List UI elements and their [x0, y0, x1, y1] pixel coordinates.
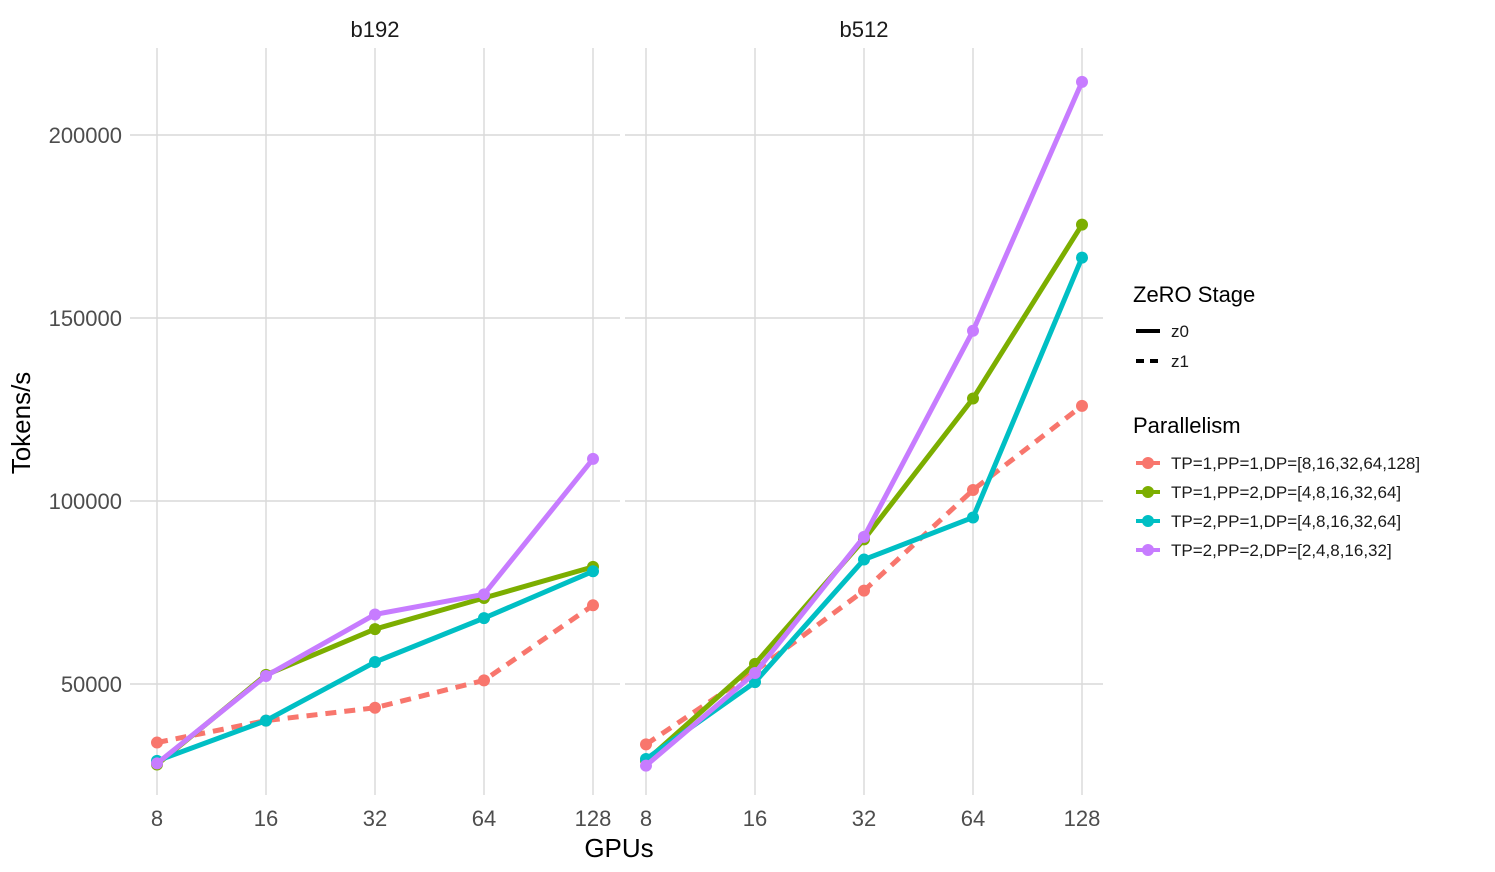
- data-point: [749, 676, 761, 689]
- legend-label: TP=2,PP=1,DP=[4,8,16,32,64]: [1171, 512, 1401, 531]
- legend-entry: TP=1,PP=1,DP=[8,16,32,64,128]: [1136, 454, 1420, 473]
- data-point: [1076, 251, 1088, 264]
- legend-label: TP=1,PP=1,DP=[8,16,32,64,128]: [1171, 454, 1420, 473]
- data-point: [967, 324, 979, 337]
- y-tick-label: 150000: [49, 306, 122, 331]
- x-tick-label: 16: [743, 806, 767, 831]
- data-point: [1076, 399, 1088, 412]
- legend-linetype-entries: z0 z1: [1136, 322, 1189, 371]
- data-point: [967, 511, 979, 524]
- data-point: [1076, 75, 1088, 88]
- x-tick-label: 64: [472, 806, 496, 831]
- data-point: [640, 759, 652, 772]
- gridlines: [625, 48, 1103, 795]
- x-tick-label: 16: [254, 806, 278, 831]
- legend-label: TP=1,PP=2,DP=[4,8,16,32,64]: [1171, 483, 1401, 502]
- legend-entry: TP=1,PP=2,DP=[4,8,16,32,64]: [1136, 483, 1401, 502]
- data-point: [587, 599, 599, 612]
- legend-color-entries: TP=1,PP=1,DP=[8,16,32,64,128] TP=1,PP=2,D…: [1136, 454, 1420, 560]
- legend-key-point: [1142, 544, 1154, 556]
- y-tick-label: 50000: [61, 672, 122, 697]
- y-tick-labels: 50000 100000 150000 200000: [49, 123, 122, 697]
- series: [640, 251, 1088, 766]
- legend-title-zero-stage: ZeRO Stage: [1133, 282, 1255, 307]
- data-point: [587, 565, 599, 578]
- x-tick-label: 128: [575, 806, 612, 831]
- legend-label: z0: [1171, 322, 1189, 341]
- panel-title: b192: [351, 17, 400, 42]
- series-group: [151, 452, 599, 771]
- legend-entry: TP=2,PP=1,DP=[4,8,16,32,64]: [1136, 512, 1401, 531]
- y-tick-label: 200000: [49, 123, 122, 148]
- data-point: [478, 612, 490, 625]
- series-group: [640, 75, 1088, 772]
- y-axis-title: Tokens/s: [6, 372, 36, 475]
- legend: ZeRO Stage z0 z1 Parallelism TP=1,PP=1,DP…: [1133, 282, 1420, 560]
- x-tick-label: 64: [961, 806, 985, 831]
- series: [640, 399, 1088, 751]
- x-tick-labels: 8 16 32 64 128: [640, 806, 1100, 831]
- x-tick-label: 32: [363, 806, 387, 831]
- legend-label: TP=2,PP=2,DP=[2,4,8,16,32]: [1171, 541, 1392, 560]
- legend-entry-z0: z0: [1136, 322, 1189, 341]
- y-tick-label: 100000: [49, 489, 122, 514]
- x-tick-label: 8: [640, 806, 652, 831]
- data-point: [478, 674, 490, 687]
- data-point: [151, 736, 163, 749]
- data-point: [369, 623, 381, 636]
- data-point: [967, 392, 979, 405]
- series: [640, 75, 1088, 772]
- data-point: [587, 452, 599, 465]
- legend-key-point: [1142, 515, 1154, 527]
- x-tick-label: 32: [852, 806, 876, 831]
- data-point: [858, 553, 870, 566]
- data-point: [369, 656, 381, 669]
- data-point: [749, 667, 761, 680]
- gridlines: [130, 48, 620, 795]
- legend-title-parallelism: Parallelism: [1133, 413, 1241, 438]
- data-point: [1076, 218, 1088, 231]
- legend-key-point: [1142, 486, 1154, 498]
- series: [151, 452, 599, 770]
- data-point: [478, 588, 490, 601]
- data-point: [640, 738, 652, 751]
- panel-b192: b192 8 16 32 64 128: [130, 17, 620, 831]
- panel-b512: b512 8 16 32 64 128: [625, 17, 1103, 831]
- x-tick-labels: 8 16 32 64 128: [151, 806, 611, 831]
- panel-title: b512: [840, 17, 889, 42]
- legend-key-point: [1142, 457, 1154, 469]
- data-point: [967, 484, 979, 497]
- data-point: [369, 608, 381, 621]
- x-axis-title: GPUs: [584, 833, 653, 863]
- legend-entry-z1: z1: [1136, 352, 1189, 371]
- x-tick-label: 128: [1064, 806, 1101, 831]
- legend-label: z1: [1171, 352, 1189, 371]
- data-point: [260, 714, 272, 727]
- data-point: [151, 757, 163, 770]
- data-point: [369, 701, 381, 714]
- data-point: [858, 530, 870, 543]
- data-point: [858, 584, 870, 597]
- x-tick-label: 8: [151, 806, 163, 831]
- legend-entry: TP=2,PP=2,DP=[2,4,8,16,32]: [1136, 541, 1392, 560]
- data-point: [260, 669, 272, 682]
